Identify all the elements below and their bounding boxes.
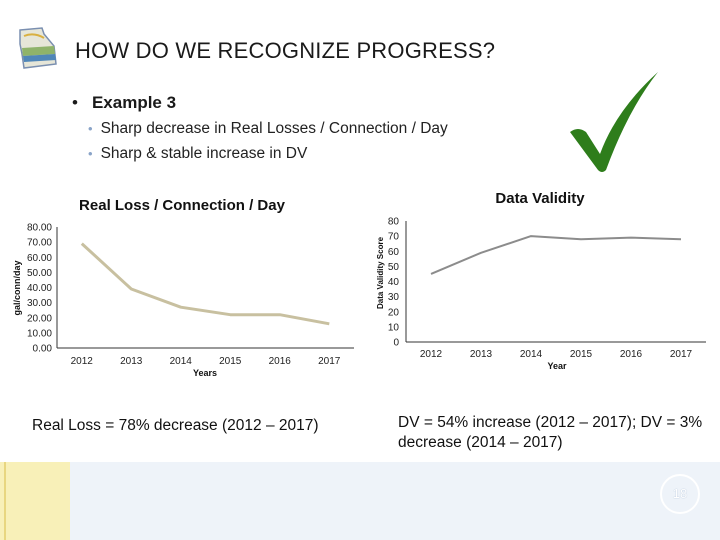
x-tick-label: 2014 [170,356,193,367]
bullet-text: Sharp decrease in Real Losses / Connecti… [100,120,448,137]
y-tick-label: 30 [388,292,400,303]
bullet-text: Sharp & stable increase in DV [100,145,308,162]
footer-accent-line [4,462,6,540]
footer-accent [0,462,70,540]
bullet-marker: • [72,93,78,112]
bullet-item: • Sharp decrease in Real Losses / Connect… [88,120,448,138]
heading-text: Example 3 [91,93,177,112]
y-tick-label: 0 [393,338,399,349]
x-tick-label: 2017 [318,356,341,367]
bullet-marker: • [88,121,93,136]
y-tick-label: 40 [388,277,400,288]
bullet-marker: • [88,146,93,161]
page-number: 18 [672,486,688,501]
y-tick-label: 10.00 [27,328,52,339]
x-tick-label: 2015 [570,349,593,360]
footer-band [0,462,720,540]
series-line [430,235,682,275]
x-tick-label: 2016 [620,349,643,360]
y-axis-label: Data Validity Score [376,236,385,309]
y-tick-label: 70 [388,232,400,243]
y-tick-label: 60.00 [27,253,52,264]
y-tick-label: 50.00 [27,268,52,279]
real-loss-note: Real Loss = 78% decrease (2012 – 2017) [32,417,319,434]
checkmark-icon [570,72,658,172]
chart-title: Real Loss / Connection / Day [79,197,286,214]
y-tick-label: 80.00 [27,223,52,234]
x-axis-label: Year [547,361,567,371]
chart-title: Data Validity [495,190,585,207]
x-tick-label: 2013 [470,349,493,360]
data-validity-note: DV = 54% increase (2012 – 2017); DV = 3%… [398,414,703,451]
x-axis-label: Years [193,368,217,378]
y-tick-label: 30.00 [27,298,52,309]
series-line [80,242,330,326]
y-tick-label: 20 [388,307,400,318]
y-axis-label: gal/conn/day [12,260,22,315]
y-tick-label: 80 [388,217,400,228]
y-tick-label: 50 [388,262,400,273]
x-tick-label: 2012 [420,349,443,360]
section-heading: • Example 3 [72,93,176,113]
x-tick-label: 2012 [71,356,94,367]
x-tick-label: 2014 [520,349,543,360]
y-tick-label: 0.00 [33,344,53,355]
y-tick-label: 40.00 [27,283,52,294]
x-tick-label: 2017 [670,349,693,360]
x-tick-label: 2015 [219,356,242,367]
x-tick-label: 2016 [269,356,292,367]
y-tick-label: 70.00 [27,238,52,249]
page-number-circle [660,474,700,514]
bullet-item: • Sharp & stable increase in DV [88,145,307,163]
y-tick-label: 10 [388,322,400,333]
georgia-state-logo-icon [19,27,57,69]
y-tick-label: 60 [388,247,400,258]
y-tick-label: 20.00 [27,313,52,324]
page-title: HOW DO WE RECOGNIZE PROGRESS? [75,38,496,63]
x-tick-label: 2013 [120,356,143,367]
